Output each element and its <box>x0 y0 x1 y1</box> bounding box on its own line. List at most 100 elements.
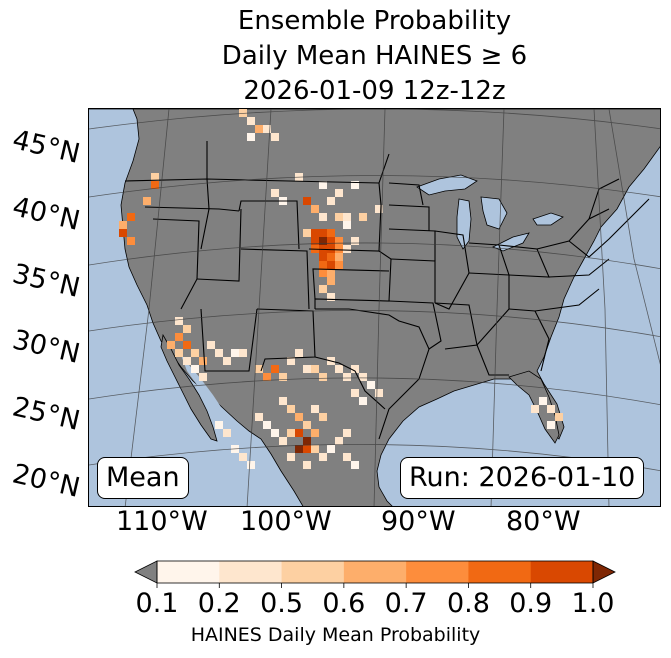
mean-label: Mean <box>97 457 189 499</box>
probability-cell <box>547 405 555 413</box>
probability-cell <box>223 429 231 437</box>
probability-cell <box>343 221 351 229</box>
lat-label-35: 35°N <box>9 258 83 304</box>
probability-cell <box>351 461 359 469</box>
probability-cell <box>223 357 231 365</box>
colorbar-segment <box>157 561 220 583</box>
lon-label-100: 100°W <box>240 506 332 537</box>
lon-label-80: 80°W <box>506 506 581 537</box>
probability-cell <box>319 285 327 293</box>
probability-cell <box>327 445 335 453</box>
probability-cell <box>271 365 279 373</box>
probability-cell <box>183 325 191 333</box>
probability-cell <box>287 429 295 437</box>
probability-cell <box>303 229 311 237</box>
lat-label-40: 40°N <box>9 191 83 237</box>
probability-cell <box>151 181 159 189</box>
probability-cell <box>255 365 263 373</box>
probability-cell <box>271 133 279 141</box>
probability-cell <box>311 365 319 373</box>
probability-cell <box>327 269 335 277</box>
probability-cell <box>175 349 183 357</box>
probability-cell <box>295 445 303 453</box>
probability-cell <box>343 373 351 381</box>
colorbar-outline <box>156 560 594 584</box>
probability-cell <box>327 197 335 205</box>
probability-cell <box>191 349 199 357</box>
title-line-3: 2026-01-09 12z-12z <box>243 76 506 106</box>
probability-cell <box>239 453 247 461</box>
probability-cell <box>335 213 343 221</box>
probability-cell <box>335 245 343 253</box>
probability-cell <box>351 237 359 245</box>
probability-cell <box>327 253 335 261</box>
probability-cell <box>271 189 279 197</box>
colorbar-segment <box>219 561 283 583</box>
lake-superior <box>416 174 478 196</box>
probability-cell <box>247 133 255 141</box>
probability-cell <box>239 349 247 357</box>
colorbar-over-arrow <box>592 560 616 584</box>
probability-cell <box>119 221 127 229</box>
probability-cell <box>351 181 359 189</box>
probability-cell <box>295 349 303 357</box>
probability-cell <box>303 421 311 429</box>
lake-ontario <box>532 212 564 226</box>
probability-cell <box>343 429 351 437</box>
probability-cell <box>183 357 191 365</box>
title-line-1: Ensemble Probability <box>237 6 512 36</box>
probability-cell <box>335 189 343 197</box>
probability-cell <box>255 413 263 421</box>
probability-cell <box>319 181 327 189</box>
colorbar-tick-label: 1.0 <box>571 588 615 619</box>
colorbar-segment <box>468 561 532 583</box>
probability-cell <box>167 341 175 349</box>
lake-michigan <box>456 198 472 250</box>
lat-label-30: 30°N <box>9 324 83 370</box>
probability-cell <box>311 429 319 437</box>
colorbar-tick-label: 0.6 <box>322 588 366 619</box>
probability-cell <box>303 461 311 469</box>
probability-cell <box>207 341 215 349</box>
probability-cell <box>263 421 271 429</box>
lon-label-110: 110°W <box>116 506 208 537</box>
probability-cell <box>327 245 335 253</box>
probability-cell <box>319 237 327 245</box>
probability-cell <box>375 389 383 397</box>
colorbar-segment <box>281 561 345 583</box>
probability-cell <box>351 365 359 373</box>
colorbar-segment <box>406 561 469 583</box>
probability-cell <box>127 213 135 221</box>
probability-cell <box>335 253 343 261</box>
map-panel <box>88 108 661 507</box>
probability-cell <box>151 173 159 181</box>
probability-cell <box>319 253 327 261</box>
probability-cell <box>319 213 327 221</box>
run-label: Run: 2026-01-10 <box>400 457 645 499</box>
colorbar-segment <box>530 561 594 583</box>
probability-cell <box>175 317 183 325</box>
probability-cell <box>303 365 311 373</box>
probability-cell <box>215 349 223 357</box>
probability-cell <box>231 349 239 357</box>
probability-cell <box>327 237 335 245</box>
probability-cell <box>343 213 351 221</box>
probability-cell <box>279 437 287 445</box>
land-north-america <box>89 109 660 506</box>
colorbar-under-arrow <box>134 560 158 584</box>
probability-cell <box>319 229 327 237</box>
probability-cell <box>127 237 135 245</box>
probability-cell <box>215 421 223 429</box>
probability-cell <box>199 357 207 365</box>
probability-cell <box>295 413 303 421</box>
probability-cell <box>279 373 287 381</box>
probability-cell <box>279 397 287 405</box>
probability-cell <box>319 261 327 269</box>
probability-cell <box>359 213 367 221</box>
probability-cell <box>327 261 335 269</box>
probability-cell <box>175 333 183 341</box>
probability-cell <box>319 453 327 461</box>
probability-cell <box>319 373 327 381</box>
probability-cell <box>343 453 351 461</box>
probability-cell <box>255 125 263 133</box>
